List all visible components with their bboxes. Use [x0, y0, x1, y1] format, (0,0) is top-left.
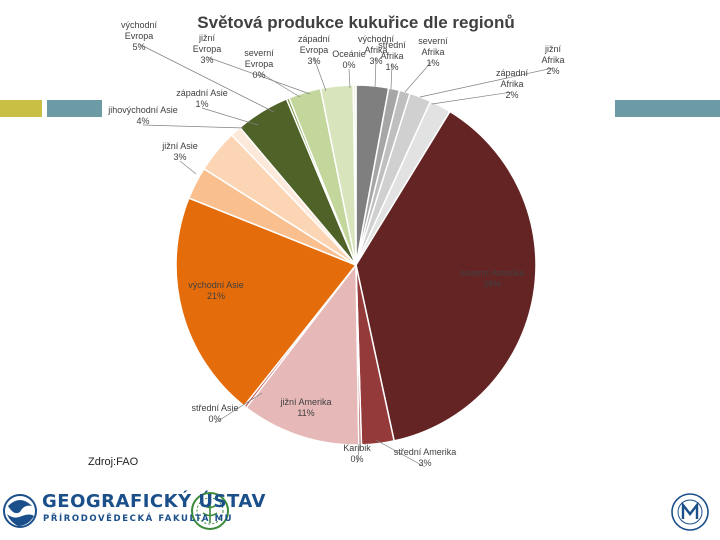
pie-label-16: západní Evropa 3% [298, 34, 331, 66]
leader-line-17 [206, 56, 311, 95]
pie-label-5: severní Amerika 39% [460, 268, 525, 289]
accent-bar-teal-left [47, 100, 102, 117]
leader-line-18 [348, 68, 351, 89]
leader-line-12 [142, 124, 245, 129]
leader-line-1 [390, 63, 393, 90]
pie-leader-lines [138, 43, 554, 468]
pie-label-15: severní Evropa 0% [244, 48, 274, 80]
university-seal-icon [671, 493, 709, 531]
leader-line-11 [179, 160, 197, 175]
source-label: Zdroj:FAO [88, 456, 139, 468]
pie-label-3: jižní Afrika 2% [541, 44, 564, 76]
geo-faculty-name: PŘÍRODOVĚDECKÁ FAKULTA MU [43, 514, 234, 524]
footer-logos [3, 492, 709, 531]
leader-line-14 [138, 43, 275, 113]
accent-bar-teal-right [615, 100, 720, 117]
pie-label-17: jižní Evropa 3% [193, 33, 222, 65]
pie-label-6: střední Amerika 3% [394, 447, 457, 468]
pie-label-7: Karibik 0% [343, 443, 371, 464]
leader-line-7 [356, 443, 361, 464]
pie-label-4: západní Afrika 2% [496, 68, 529, 100]
pie-slices [175, 84, 537, 446]
leader-line-4 [431, 91, 513, 105]
geo-institute-globe-icon [3, 494, 37, 528]
pie-label-13: západní Asie 1% [176, 88, 228, 109]
accent-bar-olive [0, 100, 42, 117]
faculty-emblem-icon [191, 492, 229, 530]
pie-label-9: střední Asie 0% [191, 403, 238, 424]
pie-slice-10 [175, 197, 358, 408]
pie-label-2: severní Afrika 1% [418, 36, 448, 68]
pie-slice-5 [355, 110, 537, 442]
leader-line-0 [374, 57, 377, 89]
pie-label-10: východní Asie 21% [188, 280, 244, 301]
leader-line-13 [201, 107, 259, 126]
leader-line-16 [313, 57, 327, 92]
pie-label-1: střední Afrika 1% [378, 40, 406, 72]
leader-line-2 [404, 59, 434, 93]
pie-labels: východní Afrika 3%střední Afrika 1% severní Af… [107, 20, 564, 468]
pie-slice-8 [245, 262, 360, 446]
leader-line-3 [419, 67, 554, 98]
chart-title: Světová produkce kukuřice dle regionů [197, 13, 514, 32]
pie-label-8: jižní Amerika 11% [279, 397, 331, 418]
leader-line-15 [258, 71, 301, 98]
pie-label-18: Oceánie 0% [332, 49, 366, 70]
geo-institute-name: GEOGRAFICKÝ ÚSTAV [42, 491, 266, 512]
leader-line-6 [375, 439, 426, 468]
pie-label-0: východní Afrika 3% [358, 34, 395, 66]
pie-chart: Světová produkce kukuřice dle regionů vý… [107, 13, 564, 468]
pie-label-11: jižní Asie 3% [161, 141, 198, 162]
pie-label-14: východní Evropa 5% [121, 20, 158, 52]
pie-label-12: jihovýchodní Asie 4% [107, 105, 178, 126]
leader-line-9 [214, 392, 263, 424]
pie-slice-18 [352, 84, 357, 266]
